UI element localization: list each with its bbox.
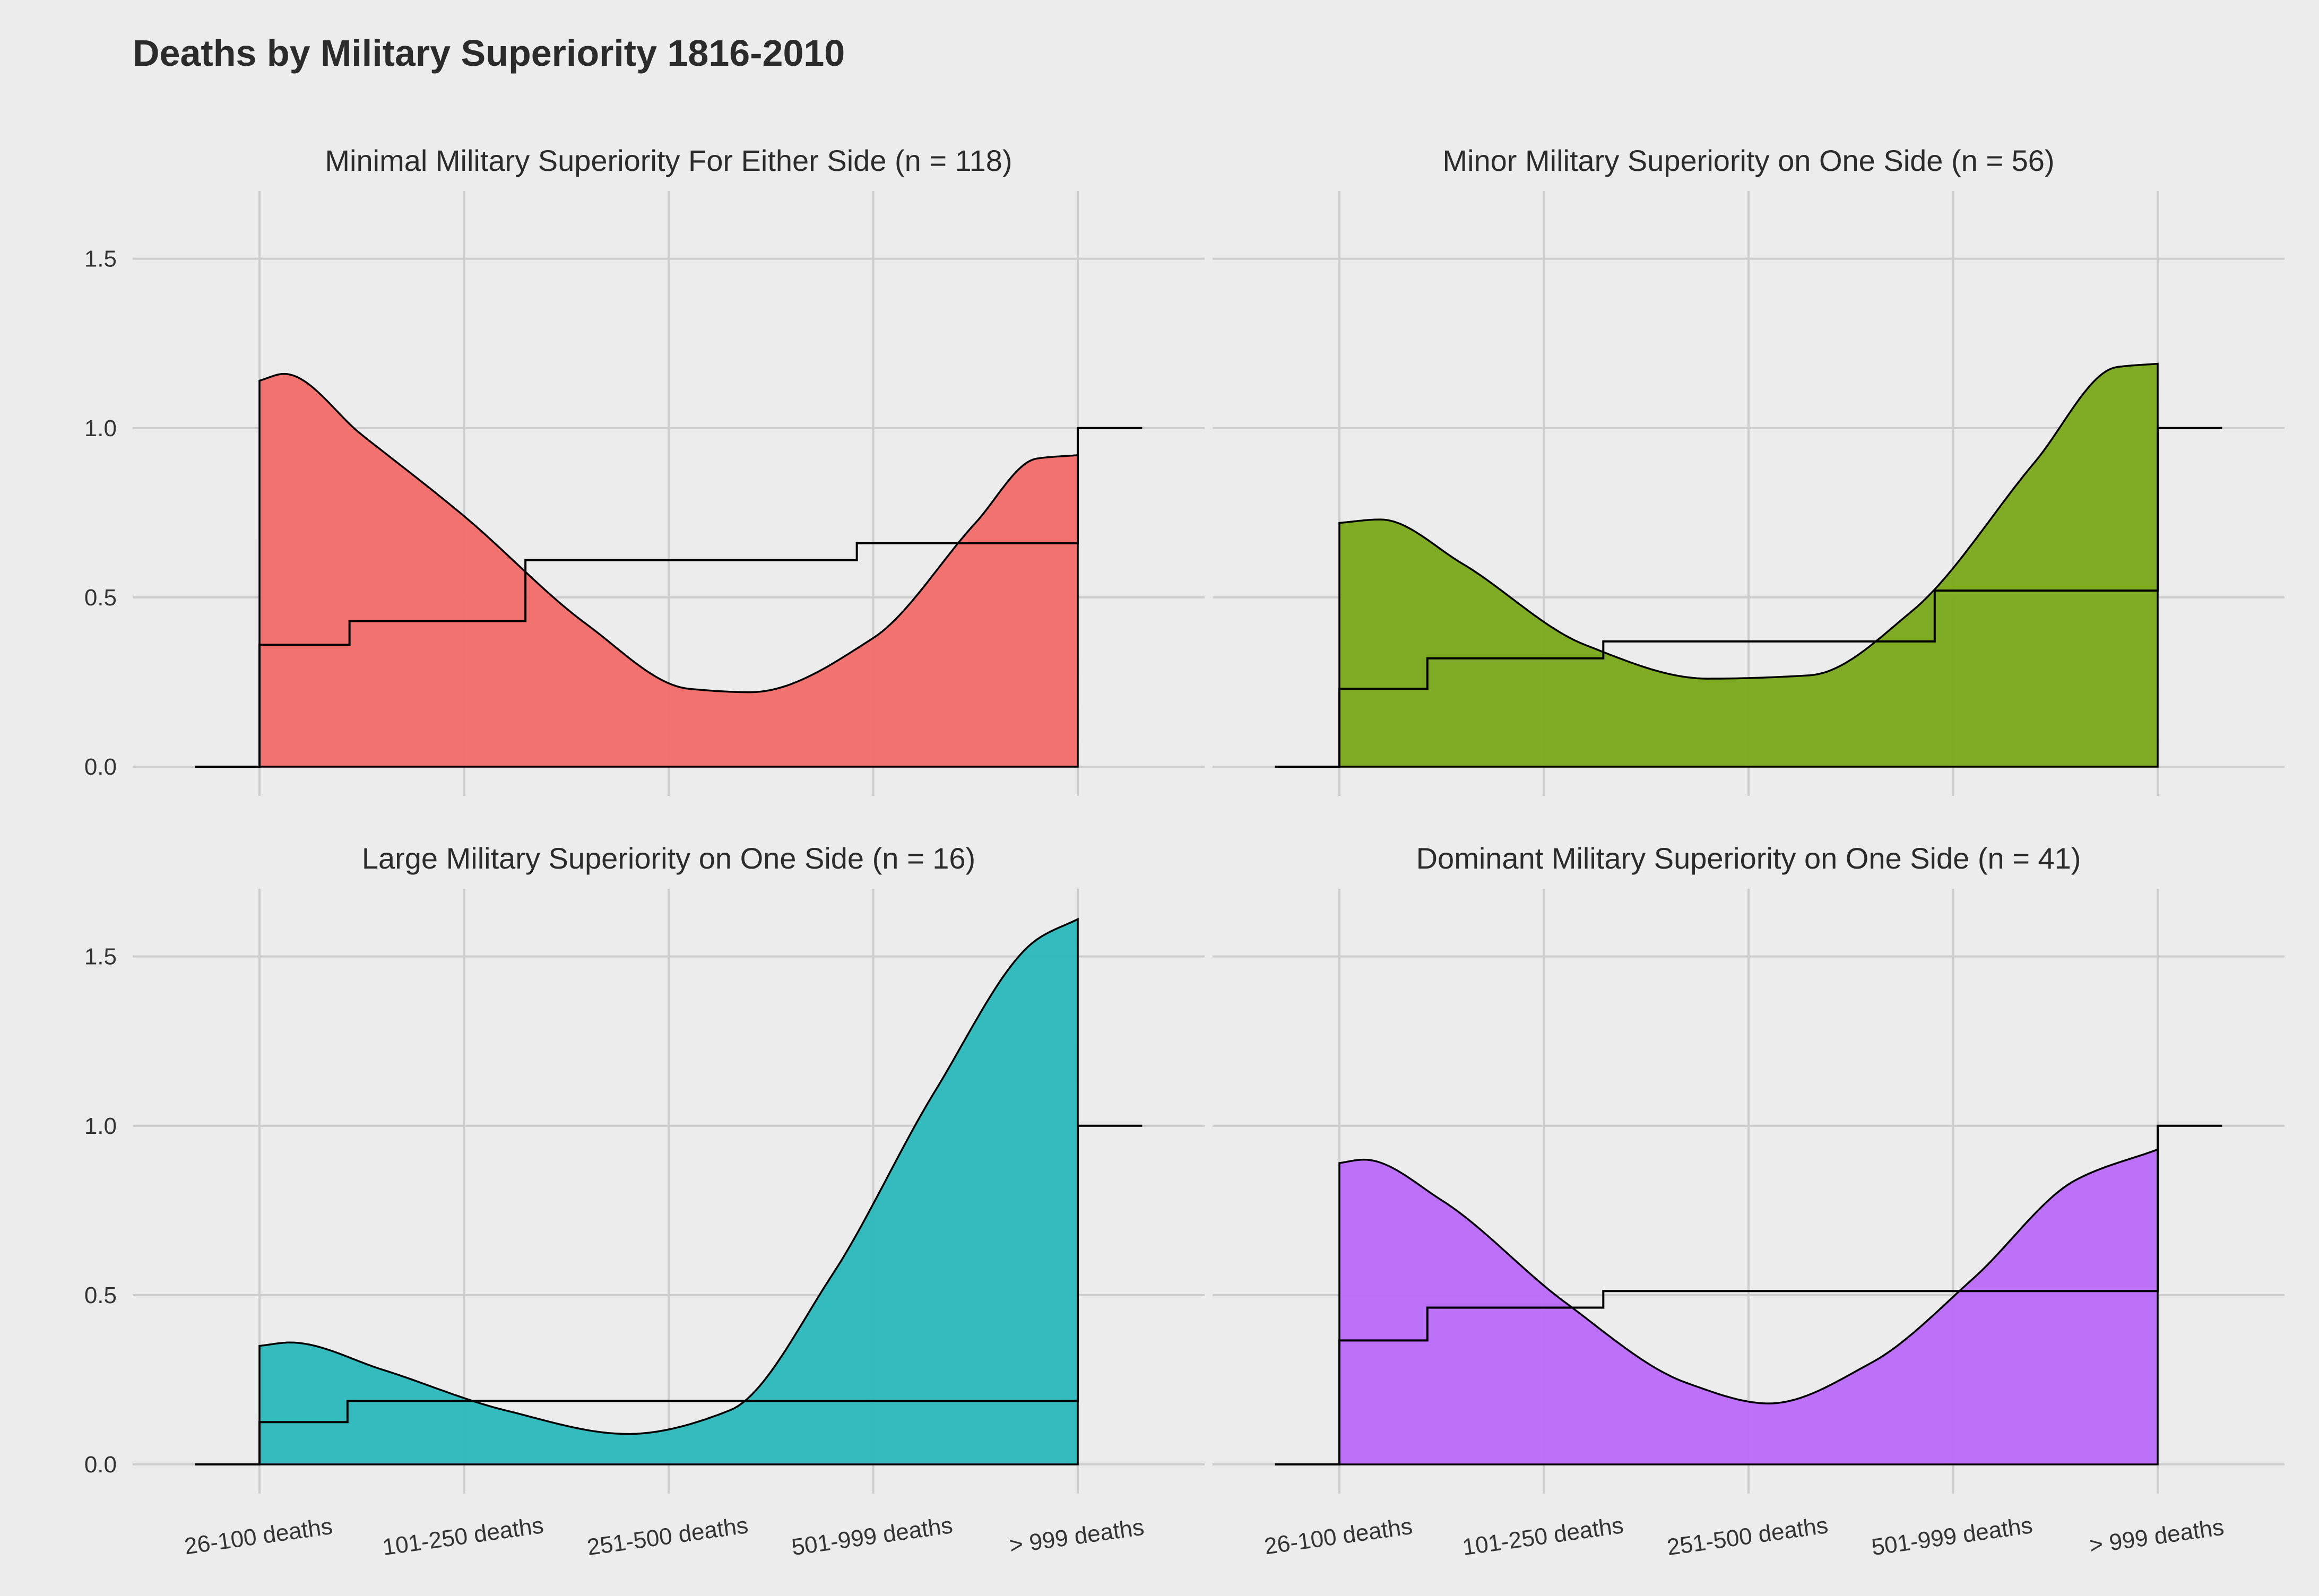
panel-1: Minimal Military Superiority For Either … — [84, 144, 1205, 796]
y-tick-label: 1.0 — [84, 1113, 117, 1139]
y-tick-label: 0.0 — [84, 754, 117, 780]
ecdf-step-line — [1275, 427, 2222, 768]
density-area — [1338, 362, 2159, 768]
ecdf-step-line — [195, 427, 1143, 768]
panel-strip-title: Large Military Superiority on One Side (… — [362, 842, 975, 875]
panel-strip-title: Dominant Military Superiority on One Sid… — [1416, 842, 2081, 875]
y-tick-label: 0.5 — [84, 1282, 117, 1308]
panel-2: Minor Military Superiority on One Side (… — [1213, 144, 2285, 796]
panels: Minimal Military Superiority For Either … — [84, 144, 2285, 1560]
y-tick-label: 0.5 — [84, 585, 117, 611]
y-tick-label: 1.0 — [84, 415, 117, 441]
y-tick-label: 1.5 — [84, 944, 117, 970]
density-area — [258, 917, 1079, 1465]
chart-title: Deaths by Military Superiority 1816-2010 — [133, 32, 845, 74]
ecdf-step-line — [1275, 1124, 2222, 1465]
panel-strip-title: Minimal Military Superiority For Either … — [325, 144, 1012, 177]
y-tick-label: 0.0 — [84, 1452, 117, 1478]
density-area — [1338, 1148, 2159, 1465]
y-tick-label: 1.5 — [84, 246, 117, 272]
panel-strip-title: Minor Military Superiority on One Side (… — [1442, 144, 2054, 177]
density-area — [258, 372, 1079, 768]
ecdf-step-line — [195, 1124, 1143, 1465]
